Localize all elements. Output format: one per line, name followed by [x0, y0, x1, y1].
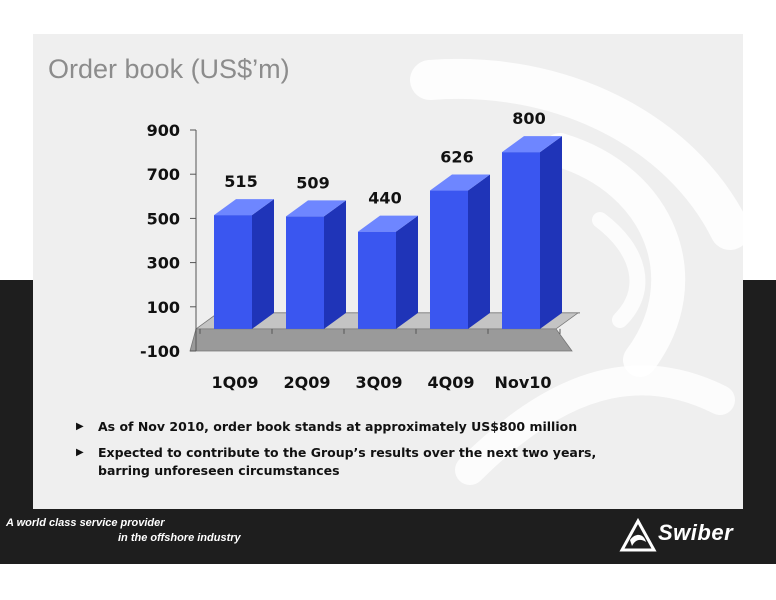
swiber-emblem-icon — [619, 518, 657, 552]
bar — [358, 215, 418, 329]
chart-floor-front — [189, 328, 573, 352]
bar-top — [214, 199, 274, 216]
data-label: 626 — [440, 148, 473, 167]
swiber-logo: Swiber — [618, 516, 748, 556]
bar-front — [286, 216, 324, 329]
data-label: 515 — [224, 172, 257, 191]
bar-front — [358, 231, 396, 329]
x-tick-label: Nov10 — [494, 373, 551, 392]
bar-side — [252, 199, 274, 329]
data-label: 800 — [512, 109, 545, 128]
bar — [502, 136, 562, 329]
bullet-item: ▶ As of Nov 2010, order book stands at ap… — [76, 418, 696, 436]
x-tick-label: 3Q09 — [356, 373, 403, 392]
bar-top — [502, 136, 562, 153]
bar-front — [214, 215, 252, 329]
bar — [214, 199, 274, 329]
data-label: 440 — [368, 189, 401, 208]
bar-side — [468, 174, 490, 329]
y-tick-label: 700 — [147, 165, 180, 184]
y-tick-label: -100 — [140, 342, 180, 361]
brand-name: Swiber — [658, 520, 734, 545]
bar-top — [358, 215, 418, 232]
footer-tagline: A world class service provider in the of… — [6, 516, 241, 546]
bar — [430, 174, 490, 329]
data-label: 509 — [296, 173, 329, 192]
bullet-marker-icon: ▶ — [76, 447, 84, 458]
decorative-swirl — [410, 59, 750, 485]
page-title: Order book (US$’m) — [48, 54, 290, 84]
bar-side — [324, 200, 346, 329]
bar-top — [286, 200, 346, 217]
bullet-text: barring unforeseen circumstances — [98, 463, 340, 478]
bullet-marker-icon: ▶ — [76, 421, 84, 432]
y-tick-label: 100 — [147, 298, 180, 317]
y-tick-label: 900 — [147, 121, 180, 140]
bar-top — [430, 174, 490, 191]
x-tick-label: 1Q09 — [212, 373, 259, 392]
bar-front — [502, 152, 540, 329]
tagline-line-2: in the offshore industry — [118, 532, 241, 544]
x-tick-label: 2Q09 — [284, 373, 331, 392]
tagline-line-1: A world class service provider — [6, 517, 165, 529]
bar-side — [540, 136, 562, 329]
bullet-text: As of Nov 2010, order book stands at app… — [98, 419, 578, 434]
y-tick-label: 300 — [147, 254, 180, 273]
y-tick-label: 500 — [147, 209, 180, 228]
bullet-list: ▶ As of Nov 2010, order book stands at ap… — [76, 418, 696, 488]
bar-side — [396, 215, 418, 329]
bullet-item: ▶ Expected to contribute to the Group’s r… — [76, 444, 696, 480]
bar — [286, 200, 346, 329]
bullet-text: Expected to contribute to the Group’s re… — [98, 445, 597, 460]
bar-front — [430, 190, 468, 329]
x-tick-label: 4Q09 — [428, 373, 475, 392]
